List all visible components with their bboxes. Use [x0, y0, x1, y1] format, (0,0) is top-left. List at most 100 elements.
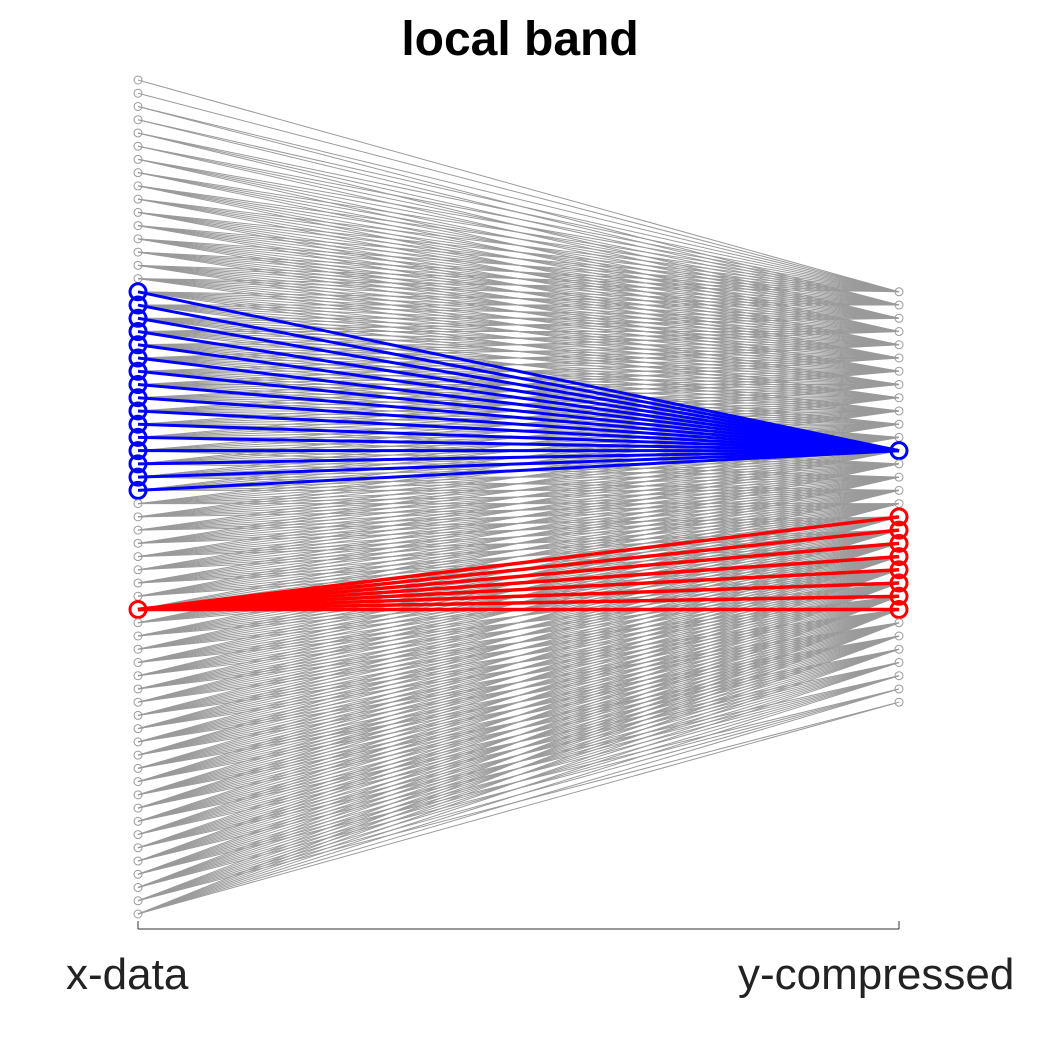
gray-edge-layer: [137, 79, 900, 915]
right-node: [894, 684, 904, 694]
left-node: [133, 499, 143, 509]
left-node: [133, 816, 143, 826]
edge-line: [137, 251, 900, 372]
node-layer: [128, 75, 909, 919]
left-node: [133, 671, 143, 681]
edge-line: [137, 105, 900, 293]
edge-line: [137, 264, 900, 372]
blue-edge-line: [137, 290, 900, 453]
blue-left-node: [128, 348, 148, 368]
edge-line: [137, 278, 900, 385]
blue-edge-line: [137, 449, 900, 466]
red-right-node: [889, 600, 909, 620]
edge-line: [137, 145, 900, 319]
edge-line: [137, 622, 900, 756]
left-node: [133, 724, 143, 734]
edge-line: [137, 635, 900, 769]
right-node: [894, 671, 904, 681]
blue-left-node: [128, 441, 148, 461]
red-left-node: [128, 600, 148, 620]
red-edge-line: [137, 541, 900, 612]
left-node: [133, 697, 143, 707]
edge-line: [137, 595, 900, 703]
blue-edge-layer: [137, 290, 900, 492]
edge-line: [137, 225, 900, 359]
blue-left-node: [128, 427, 148, 447]
left-node: [133, 221, 143, 231]
blue-left-node: [128, 467, 148, 487]
left-node: [133, 260, 143, 270]
edge-line: [137, 529, 900, 571]
blue-edge-line: [137, 303, 900, 453]
right-node: [894, 366, 904, 376]
edge-line: [137, 609, 900, 730]
edge-line: [137, 198, 900, 346]
edge-line: [137, 622, 900, 743]
red-edge-layer: [137, 515, 900, 612]
blue-edge-line: [137, 422, 900, 453]
edge-line: [137, 211, 900, 359]
left-node: [133, 909, 143, 919]
left-node: [133, 538, 143, 548]
right-node: [894, 340, 904, 350]
left-node: [133, 234, 143, 244]
blue-right-node: [889, 441, 909, 461]
right-node: [894, 485, 904, 495]
edge-line: [137, 291, 900, 385]
edge-line: [137, 172, 900, 333]
blue-left-node: [128, 401, 148, 421]
red-right-node: [889, 520, 909, 540]
edge-line: [137, 661, 900, 822]
left-node: [133, 128, 143, 138]
edge-line: [137, 119, 900, 306]
red-right-node: [889, 547, 909, 567]
edge-line: [137, 185, 900, 333]
blue-left-node: [128, 480, 148, 500]
left-node: [133, 525, 143, 535]
edge-line: [137, 648, 900, 796]
edge-line: [137, 503, 900, 518]
left-node: [133, 88, 143, 98]
left-node: [133, 684, 143, 694]
edge-line: [137, 675, 900, 849]
blue-edge-line: [137, 343, 900, 453]
left-node: [133, 512, 143, 522]
left-node: [133, 856, 143, 866]
blue-left-node: [128, 335, 148, 355]
right-node: [894, 419, 904, 429]
edge-line: [137, 238, 900, 359]
left-node: [133, 75, 143, 85]
left-node: [133, 763, 143, 773]
edge-line: [137, 211, 900, 346]
edge-line: [137, 675, 900, 875]
y-compressed-label: y-compressed: [738, 950, 1015, 999]
blue-left-node: [128, 282, 148, 302]
edge-line: [137, 569, 900, 663]
blue-edge-line: [137, 369, 900, 453]
left-node: [133, 247, 143, 257]
edge-line: [137, 582, 900, 690]
left-node: [133, 657, 143, 667]
left-node: [133, 154, 143, 164]
right-node: [894, 353, 904, 363]
blue-left-node: [128, 414, 148, 434]
blue-edge-line: [137, 330, 900, 453]
edge-line: [137, 595, 900, 690]
edge-line: [137, 476, 900, 491]
left-node: [133, 181, 143, 191]
edge-line: [137, 304, 900, 399]
blue-left-node: [128, 295, 148, 315]
edge-line: [137, 582, 900, 663]
right-node: [894, 287, 904, 297]
edge-line: [137, 132, 900, 306]
blue-left-node: [128, 454, 148, 474]
right-node: [894, 300, 904, 310]
left-node: [133, 896, 143, 906]
edge-line: [137, 688, 900, 875]
edge-line: [137, 105, 900, 306]
right-node: [894, 657, 904, 667]
red-edge-line: [137, 528, 900, 612]
edge-line: [137, 503, 900, 531]
edge-line: [137, 609, 900, 716]
